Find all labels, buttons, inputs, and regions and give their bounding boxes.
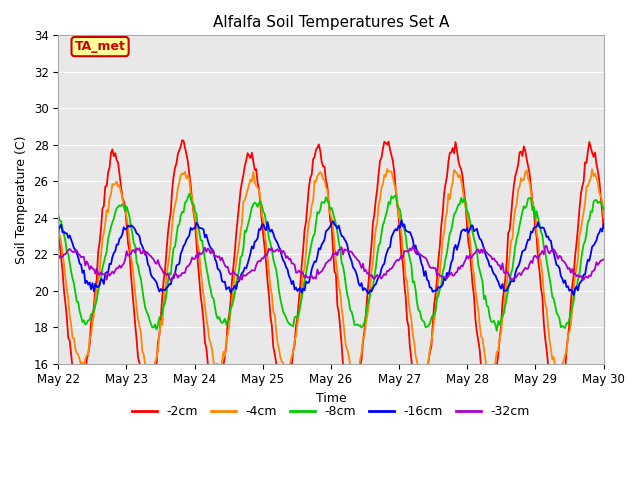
X-axis label: Time: Time: [316, 392, 346, 405]
Legend: -2cm, -4cm, -8cm, -16cm, -32cm: -2cm, -4cm, -8cm, -16cm, -32cm: [127, 400, 535, 423]
Text: TA_met: TA_met: [75, 40, 125, 53]
Title: Alfalfa Soil Temperatures Set A: Alfalfa Soil Temperatures Set A: [212, 15, 449, 30]
Y-axis label: Soil Temperature (C): Soil Temperature (C): [15, 135, 28, 264]
